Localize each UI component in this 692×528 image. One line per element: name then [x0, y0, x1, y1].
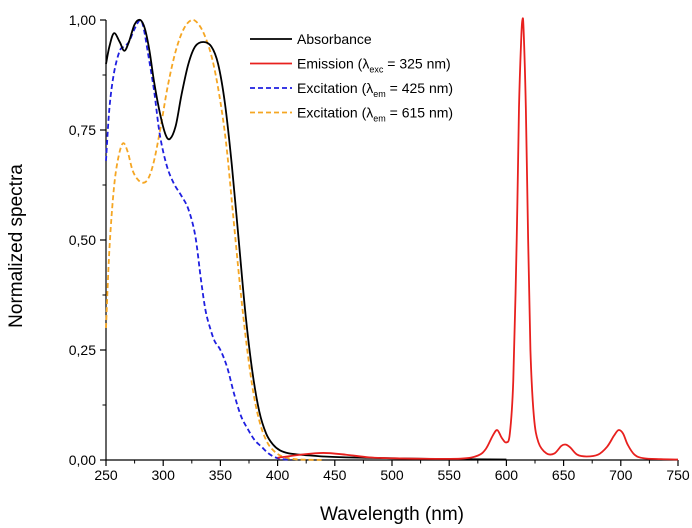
x-tick-label: 600 — [495, 467, 519, 483]
x-tick-label: 700 — [609, 467, 633, 483]
x-tick-label: 500 — [380, 467, 404, 483]
legend: Absorbance Emission (λexc = 325 nm) Excita… — [250, 31, 453, 124]
x-tick-label: 650 — [552, 467, 576, 483]
x-tick-label: 750 — [666, 467, 690, 483]
y-tick-label: 0,50 — [69, 232, 96, 248]
series-line-2 — [105, 19, 292, 461]
y-tick-label: 0,00 — [69, 452, 96, 468]
legend-entry-2: Excitation (λem = 425 nm) — [297, 80, 453, 99]
y-tick-label: 0,75 — [69, 122, 96, 138]
x-tick-label: 250 — [94, 467, 118, 483]
x-tick-label: 450 — [323, 467, 347, 483]
legend-entry-3: Excitation (λem = 615 nm) — [297, 105, 453, 124]
x-axis-title: Wavelength (nm) — [320, 504, 464, 525]
axes: 250 300 350 400 450 500 550 600 650 700 750 0,00 0,2… — [69, 12, 690, 483]
x-tick-label: 300 — [152, 467, 176, 483]
series-line-3 — [105, 18, 324, 461]
series-line-1 — [277, 17, 679, 461]
series-layer — [105, 17, 679, 461]
x-tick-label: 350 — [209, 467, 233, 483]
y-tick-label: 1,00 — [69, 12, 96, 28]
y-axis-title: Normalized spectra — [6, 164, 27, 328]
legend-entry-0: Absorbance — [297, 31, 372, 47]
legend-entry-1: Emission (λexc = 325 nm) — [297, 56, 451, 75]
x-tick-label: 400 — [266, 467, 290, 483]
x-tick-label: 550 — [438, 467, 462, 483]
y-tick-label: 0,25 — [69, 342, 96, 358]
